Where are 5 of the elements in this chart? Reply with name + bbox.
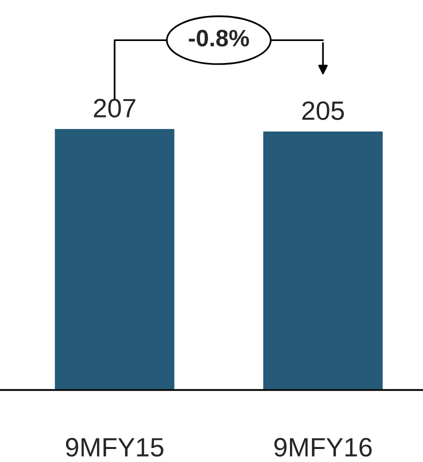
data-label: 205 <box>302 101 344 120</box>
text: -0.8% <box>188 30 250 47</box>
x-tick-label: 9MFY15 <box>66 438 164 457</box>
data-label: 207 <box>94 98 136 118</box>
x-tick-label: 9MFY16 <box>274 438 372 457</box>
